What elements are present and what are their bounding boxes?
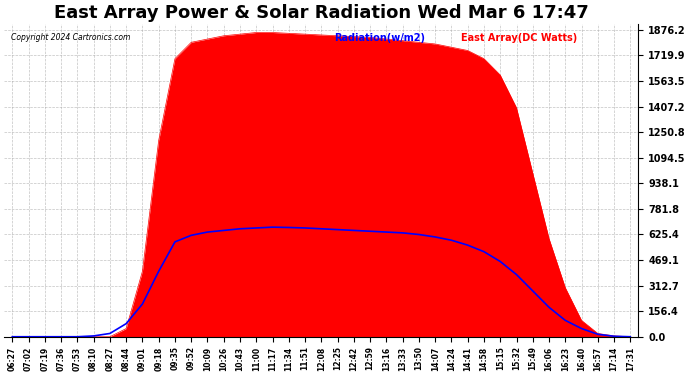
Title: East Array Power & Solar Radiation Wed Mar 6 17:47: East Array Power & Solar Radiation Wed M… — [54, 4, 589, 22]
Text: Copyright 2024 Cartronics.com: Copyright 2024 Cartronics.com — [10, 33, 130, 42]
Text: East Array(DC Watts): East Array(DC Watts) — [461, 33, 577, 43]
Text: Radiation(w/m2): Radiation(w/m2) — [334, 33, 425, 43]
